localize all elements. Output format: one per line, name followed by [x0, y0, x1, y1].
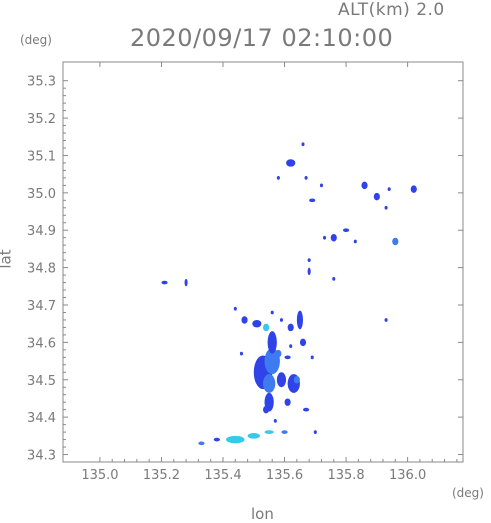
- radar-echo: [286, 159, 296, 167]
- x-axis-label: lon: [251, 505, 274, 523]
- y-tick-label: 34.4: [27, 411, 56, 426]
- radar-echo: [287, 323, 294, 332]
- y-tick-label: 35.2: [27, 112, 56, 127]
- y-tick-label: 34.5: [27, 374, 56, 389]
- radar-echo: [384, 318, 388, 322]
- radar-echo: [263, 374, 276, 393]
- radar-echo: [247, 433, 260, 439]
- radar-echo: [267, 331, 277, 354]
- radar-echo: [307, 267, 311, 276]
- radar-echo: [263, 323, 270, 332]
- radar-echo: [275, 349, 282, 358]
- radar-echo: [279, 318, 284, 322]
- x-tick-label: 135.8: [327, 468, 364, 483]
- radar-echo: [233, 306, 237, 311]
- y-tick-label: 35.1: [27, 149, 56, 164]
- radar-echo: [384, 205, 388, 210]
- radar-echo: [281, 430, 288, 434]
- radar-echo: [239, 351, 243, 356]
- radar-echo: [307, 258, 311, 262]
- radar-echo: [361, 181, 368, 190]
- radar-echo: [184, 278, 188, 287]
- altitude-label: ALT(km) 2.0: [338, 0, 445, 20]
- y-tick-label: 34.6: [27, 336, 56, 351]
- radar-echo: [313, 430, 317, 434]
- radar-echo: [263, 405, 270, 414]
- radar-echo: [373, 192, 380, 201]
- radar-echo: [332, 276, 336, 281]
- timestamp-title: 2020/09/17 02:10:00: [130, 24, 394, 52]
- y-tick-label: 35.3: [27, 75, 56, 90]
- radar-echo: [213, 437, 220, 442]
- radar-echo: [319, 183, 324, 188]
- x-tick-label: 135.2: [143, 468, 180, 483]
- radar-echo: [304, 176, 308, 180]
- radar-echo: [353, 239, 357, 244]
- y-tick-label: 34.8: [27, 262, 56, 277]
- radar-echo: [301, 142, 305, 147]
- y-axis-unit: (deg): [20, 33, 52, 47]
- radar-echo: [310, 355, 314, 360]
- radar-echo: [303, 407, 310, 412]
- x-tick-label: 135.6: [266, 468, 303, 483]
- x-axis-unit: (deg): [452, 486, 484, 500]
- x-tick-label: 135.4: [204, 468, 241, 483]
- y-tick-label: 34.7: [27, 299, 56, 314]
- radar-echo: [276, 176, 280, 180]
- radar-echo: [241, 316, 248, 324]
- radar-echo: [296, 310, 303, 330]
- radar-echo: [264, 430, 274, 434]
- plot-frame: [62, 61, 464, 463]
- y-tick-label: 34.9: [27, 224, 56, 239]
- radar-echo: [289, 344, 293, 348]
- radar-echo: [309, 198, 316, 203]
- radar-echo: [343, 228, 350, 233]
- radar-echo: [410, 185, 417, 193]
- radar-echo: [226, 435, 245, 444]
- radar-echo: [323, 235, 327, 240]
- radar-echo: [252, 319, 262, 328]
- x-tick-label: 135.0: [81, 468, 118, 483]
- radar-echo: [284, 355, 291, 360]
- y-tick-label: 35.0: [27, 187, 56, 202]
- radar-echo: [392, 237, 399, 246]
- y-tick-label: 34.3: [27, 449, 56, 464]
- radar-echo: [198, 441, 205, 446]
- radar-echo: [284, 398, 291, 406]
- radar-echo: [299, 338, 307, 347]
- x-tick-label: 136.0: [389, 468, 426, 483]
- radar-echo: [330, 233, 337, 242]
- radar-echo: [273, 419, 277, 423]
- radar-echo: [293, 376, 300, 384]
- radar-echo: [276, 372, 287, 388]
- radar-echo: [387, 187, 391, 191]
- radar-echo: [270, 310, 274, 315]
- radar-echo: [161, 280, 168, 285]
